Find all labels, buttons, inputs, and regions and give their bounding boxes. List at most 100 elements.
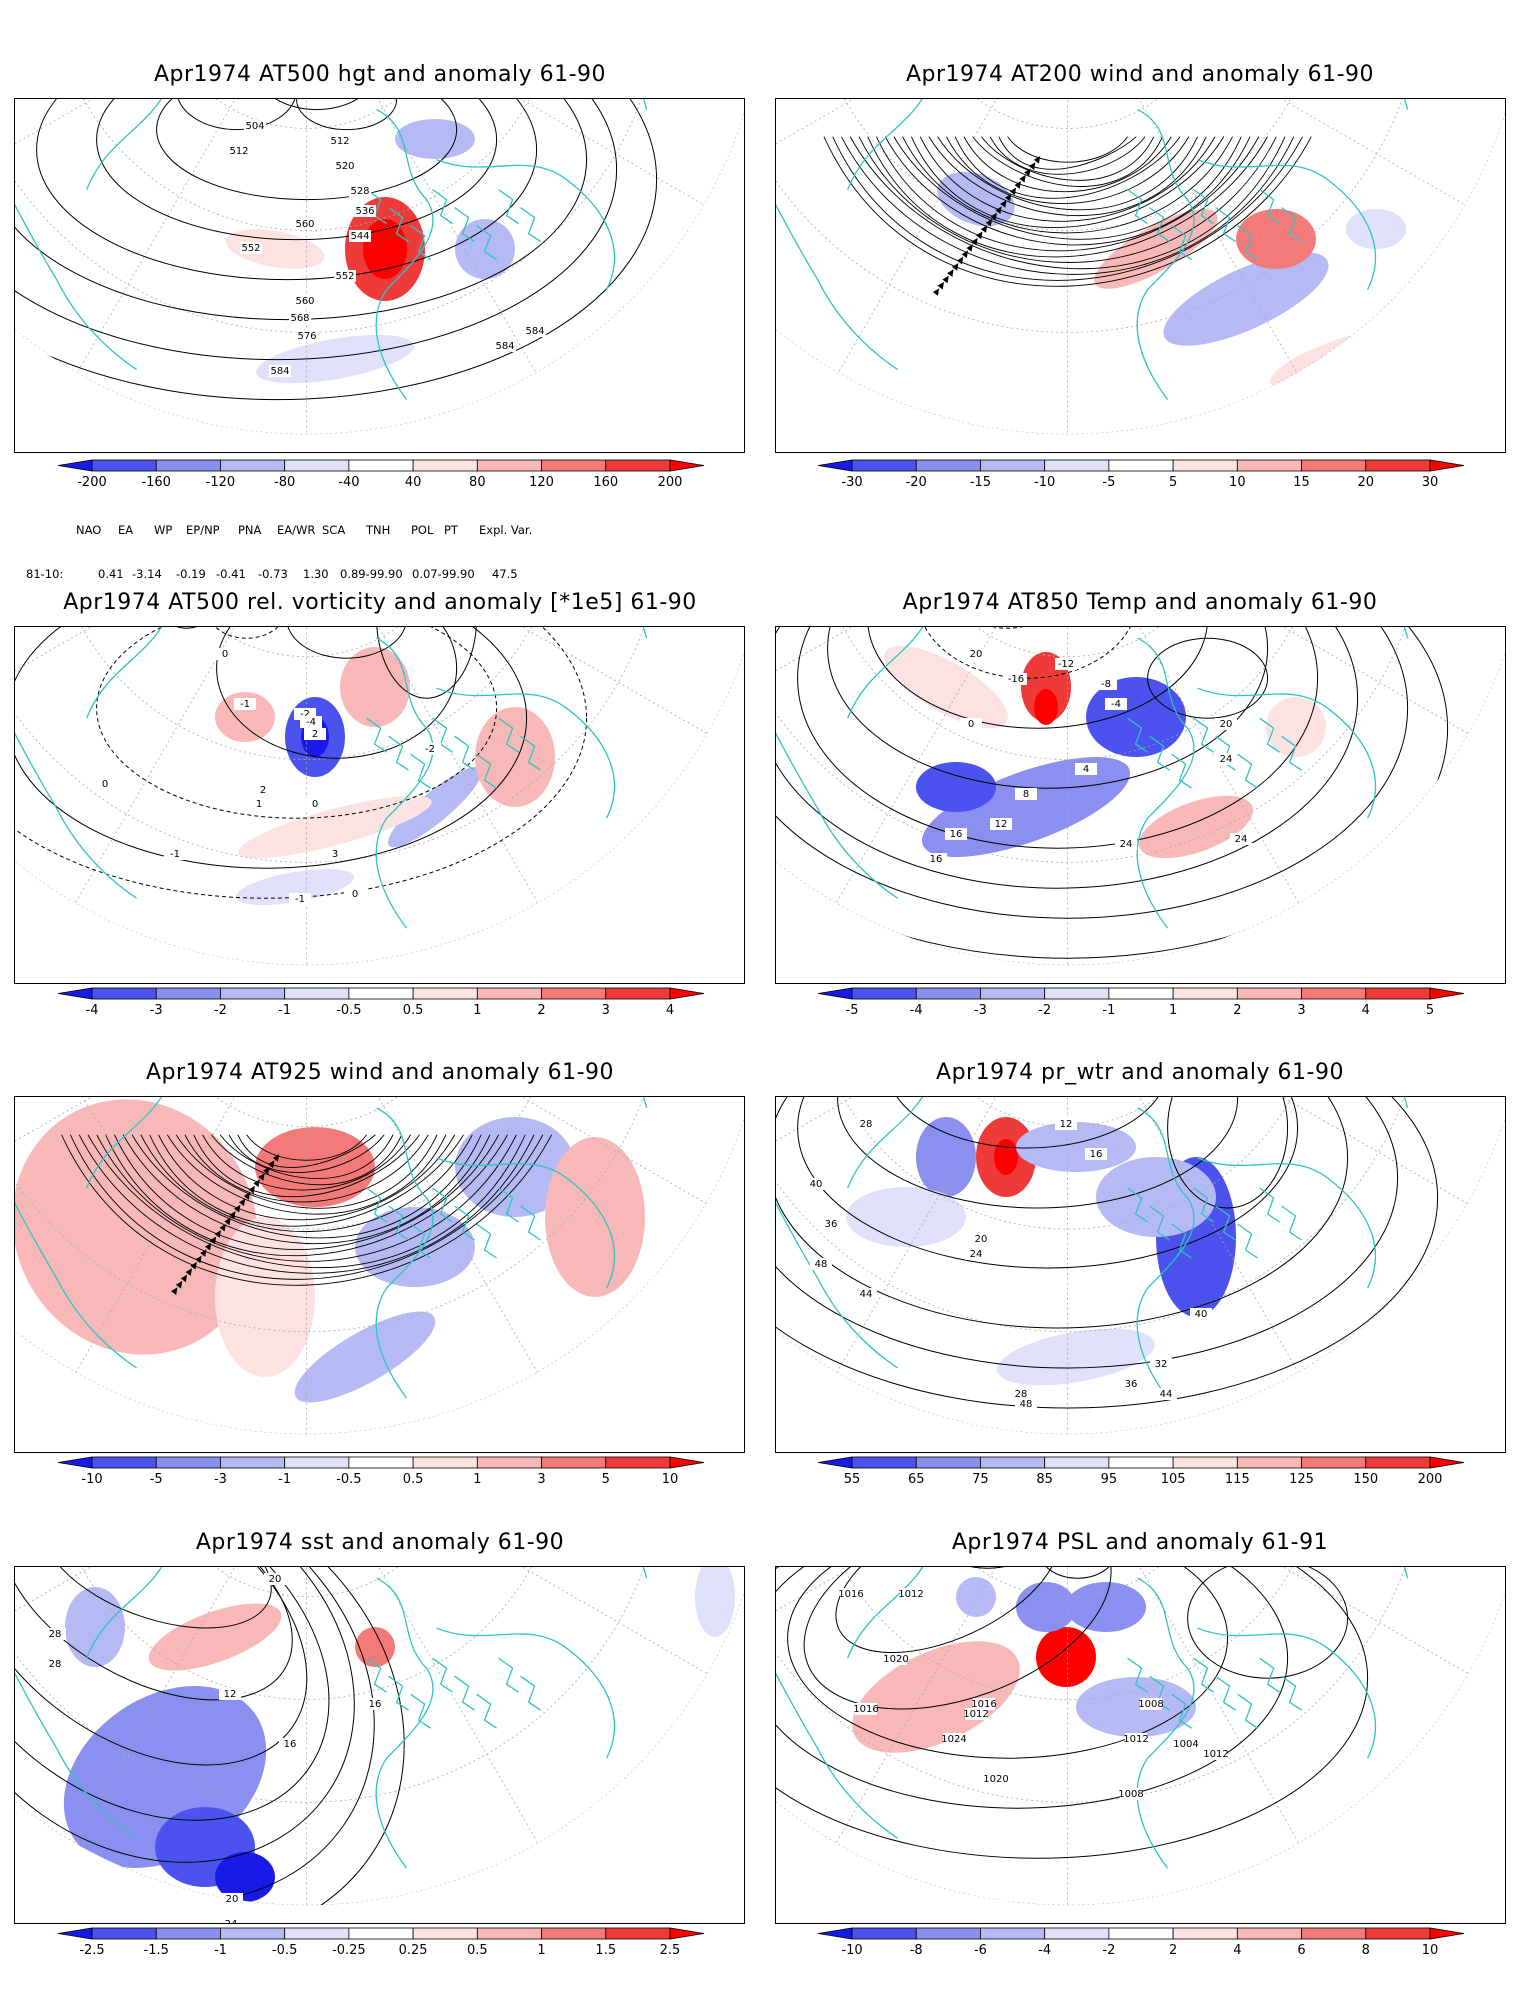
panel-title: Apr1974 AT500 rel. vorticity and anomaly…: [63, 590, 697, 615]
streamlines: [61, 1134, 553, 1295]
contour-label: 28: [860, 1119, 873, 1130]
colorbar-tick-label: -160: [141, 475, 171, 490]
colorbar-tick-label: 95: [1101, 1472, 1118, 1487]
tele-header: WP: [154, 523, 173, 537]
panel-vort500: Apr1974 AT500 rel. vorticity and anomaly…: [0, 560, 760, 1030]
contour-label: 8: [1023, 789, 1029, 800]
colorbar-tick-label: 1: [537, 1943, 545, 1958]
contour-label: 16: [1090, 1149, 1103, 1160]
colorbar-tick-label: 160: [593, 475, 618, 490]
anomaly-shade: [455, 1117, 575, 1217]
colorbar-hgt500: -200 -160 -120 -80 -40 40 80 120 160 200: [57, 459, 705, 494]
panel-sst: Apr1974 sst and anomaly 61-90 28 28 12 16 20…: [0, 1500, 760, 2000]
colorbar-tick-label: -2.5: [79, 1943, 104, 1958]
colorbar-tick-label: 200: [1418, 1472, 1443, 1487]
map-vort500: 0 -1 -2 -4 1 2 3 0 -1 2 -2 0 -1 0: [14, 626, 745, 984]
tele-header: NAO: [76, 523, 102, 537]
contour-label: 1020: [883, 1654, 908, 1665]
colorbar-tick-label: 3: [602, 1003, 610, 1018]
teleconnection-table: NAO EA WP EP/NP PNA EA/WR SCA TNH POL PT Expl. Var…: [26, 495, 532, 597]
contour-label: 20: [269, 1574, 282, 1585]
colorbar-tick-label: 10: [662, 1472, 679, 1487]
contour-label: 40: [810, 1179, 823, 1190]
anomaly-shade: [215, 1217, 315, 1377]
tele-value: 1.30: [303, 567, 329, 581]
colorbar-tick-label: 2: [1233, 1003, 1241, 1018]
contour-label: 528: [350, 186, 369, 197]
colorbar-tick-label: 6: [1297, 1943, 1305, 1958]
contour-label: -4: [306, 717, 316, 728]
anomaly-shade: [1266, 697, 1326, 757]
contour-label: 36: [825, 1219, 838, 1230]
contour-label: 48: [815, 1259, 828, 1270]
map-field: [776, 99, 1505, 435]
colorbar-prwtr: 55 65 75 85 95 105 115 125 150 200: [817, 1456, 1465, 1491]
contour-label: -1: [240, 699, 250, 710]
colorbar-tick-label: 125: [1289, 1472, 1314, 1487]
colorbar-sst: -2.5 -1.5 -1 -0.5 -0.25 0.25 0.5 1 1.5 2.5: [57, 1927, 705, 1962]
panel-title: Apr1974 AT500 hgt and anomaly 61-90: [153, 62, 607, 87]
contour-label: 512: [229, 146, 248, 157]
colorbar-tick-label: -3: [974, 1003, 987, 1018]
colorbar-tick-label: -5: [846, 1003, 859, 1018]
anomaly-shade: [1163, 252, 1329, 346]
colorbar-tick-label: -10: [841, 1943, 862, 1958]
colorbar-tick-label: -20: [906, 475, 927, 490]
anomaly-shade: [340, 647, 410, 727]
contour-label: -1: [295, 894, 305, 905]
streamlines: [823, 136, 1312, 296]
contour-label: -2: [425, 744, 435, 755]
contour-label: 24: [970, 1249, 983, 1260]
colorbar-tick-label: 105: [1161, 1472, 1186, 1487]
contour-label: 0: [312, 799, 318, 810]
colorbar-tick-label: 40: [405, 475, 422, 490]
anomaly-shade: [884, 645, 1008, 729]
anomaly-shade: [994, 1139, 1018, 1175]
colorbar-tick-label: -6: [974, 1943, 987, 1958]
colorbar-tick-label: -1: [1102, 1003, 1115, 1018]
coastlines: [776, 1097, 1409, 1399]
contour-label: 48: [1020, 1399, 1033, 1410]
contour-lines: [776, 1097, 1439, 1409]
contour-label: 1012: [1203, 1749, 1228, 1760]
anomaly-shade: [1048, 1639, 1084, 1675]
colorbar-tick-label: -1: [214, 1943, 227, 1958]
map-field: [776, 1097, 1505, 1435]
tele-values: 81-10: 0.41 -3.14 -0.19 -0.41 -0.73 1.30 0.89-9…: [26, 567, 518, 583]
colorbar-tick-label: 2.5: [660, 1943, 681, 1958]
contour-label: 0: [222, 649, 228, 660]
contour-label: 44: [1160, 1389, 1173, 1400]
coastlines: [15, 1097, 648, 1399]
colorbar-tick-label: 3: [537, 1472, 545, 1487]
colorbar-tick-label: 5: [1426, 1003, 1434, 1018]
contour-lines: [776, 627, 1449, 959]
colorbar-tick-label: -120: [206, 475, 236, 490]
contour-label: 1008: [1138, 1699, 1163, 1710]
tele-value: 0.41: [98, 567, 124, 581]
coastlines: [15, 627, 648, 929]
anomaly-shade: [388, 766, 482, 848]
tele-header: PNA: [238, 523, 262, 537]
tele-headers: NAO EA WP EP/NP PNA EA/WR SCA TNH POL PT Expl. Var…: [26, 523, 532, 539]
anomaly-shade: [294, 1311, 436, 1403]
contour-label: 16: [950, 829, 963, 840]
colorbar-tick-label: 5: [602, 1472, 610, 1487]
colorbar-tick-label: 2: [537, 1003, 545, 1018]
contour-label: 16: [369, 1699, 382, 1710]
panel-title: Apr1974 pr_wtr and anomaly 61-90: [936, 1060, 1344, 1085]
anomaly-shade: [937, 171, 1015, 227]
map-hgt500: 504 512 512 520 528 536 544 552 552 560 560 568 576 5…: [14, 98, 745, 453]
contour-label: 12: [224, 1689, 237, 1700]
contour-label: 24: [1235, 834, 1248, 845]
anomaly-shade: [545, 1137, 645, 1297]
contour-label: 28: [49, 1659, 62, 1670]
colorbar-tick-label: -80: [274, 475, 295, 490]
anomaly-shade: [921, 757, 1131, 857]
map-wind925: [14, 1096, 745, 1453]
panel-wind925: Apr1974 AT925 wind and anomaly 61-90 -10…: [0, 1030, 760, 1500]
contour-label: 4: [1083, 764, 1089, 775]
contour-label: 0: [352, 889, 358, 900]
contour-label: 520: [335, 161, 354, 172]
contour-label: 560: [295, 296, 314, 307]
contour-label: 20: [975, 1234, 988, 1245]
